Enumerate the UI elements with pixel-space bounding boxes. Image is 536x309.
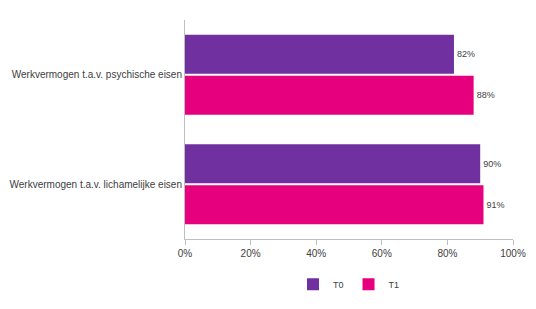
svg-text:60%: 60% [372, 248, 392, 259]
svg-text:88%: 88% [477, 90, 495, 100]
svg-text:T0: T0 [333, 280, 344, 290]
svg-text:91%: 91% [486, 200, 504, 210]
svg-text:0%: 0% [178, 248, 193, 259]
svg-text:80%: 80% [437, 248, 457, 259]
svg-text:T1: T1 [389, 280, 400, 290]
svg-text:20%: 20% [241, 248, 261, 259]
svg-text:82%: 82% [457, 49, 475, 59]
svg-text:100%: 100% [500, 248, 526, 259]
svg-text:90%: 90% [483, 159, 501, 169]
svg-text:Werkvermogen t.a.v. lichamelij: Werkvermogen t.a.v. lichamelijke eisen [10, 179, 182, 190]
svg-text:Werkvermogen t.a.v. psychische: Werkvermogen t.a.v. psychische eisen [12, 69, 182, 80]
svg-text:40%: 40% [306, 248, 326, 259]
